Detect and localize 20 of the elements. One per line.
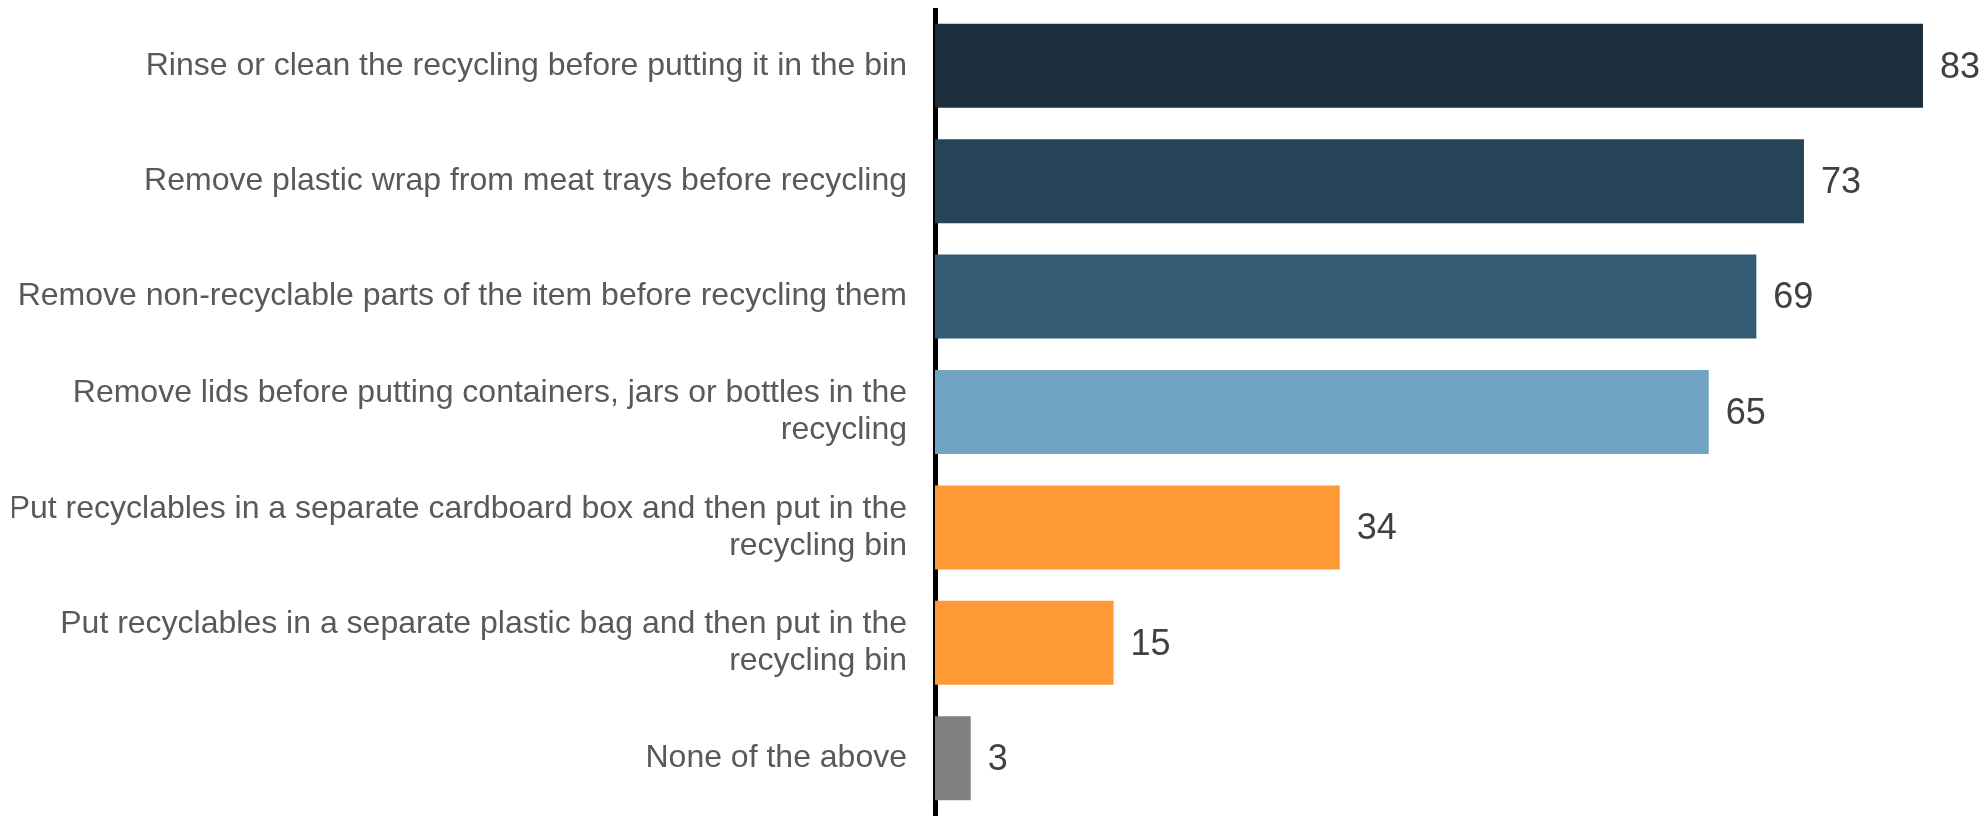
y-tick-label: Remove lids before putting containers, jars or bottles in the recycling xyxy=(72,373,907,447)
data-label: 65 xyxy=(1725,390,1766,432)
bar xyxy=(935,369,1709,455)
data-label: 15 xyxy=(1130,621,1171,663)
data-label: 69 xyxy=(1773,275,1814,317)
y-tick-label: Put recyclables in a separate plastic bag and then put in the recycling bin xyxy=(60,604,907,678)
y-tick-label: Remove non-recyclable parts of the item before recycling them xyxy=(17,276,907,313)
bar xyxy=(935,485,1340,570)
bar xyxy=(935,600,1114,685)
data-label: 34 xyxy=(1356,506,1397,548)
y-tick-label: None of the above xyxy=(645,738,907,775)
bar xyxy=(935,139,1804,224)
bar xyxy=(935,23,1923,108)
y-tick-label: Remove plastic wrap from meat trays before recycling xyxy=(144,160,907,197)
data-label: 83 xyxy=(1940,44,1981,86)
data-label: 73 xyxy=(1820,160,1862,202)
data-label: 3 xyxy=(987,737,1008,779)
bar xyxy=(935,716,971,801)
y-tick-label: Rinse or clean the recycling before putting it in the bin xyxy=(145,45,907,82)
bar xyxy=(935,254,1757,339)
